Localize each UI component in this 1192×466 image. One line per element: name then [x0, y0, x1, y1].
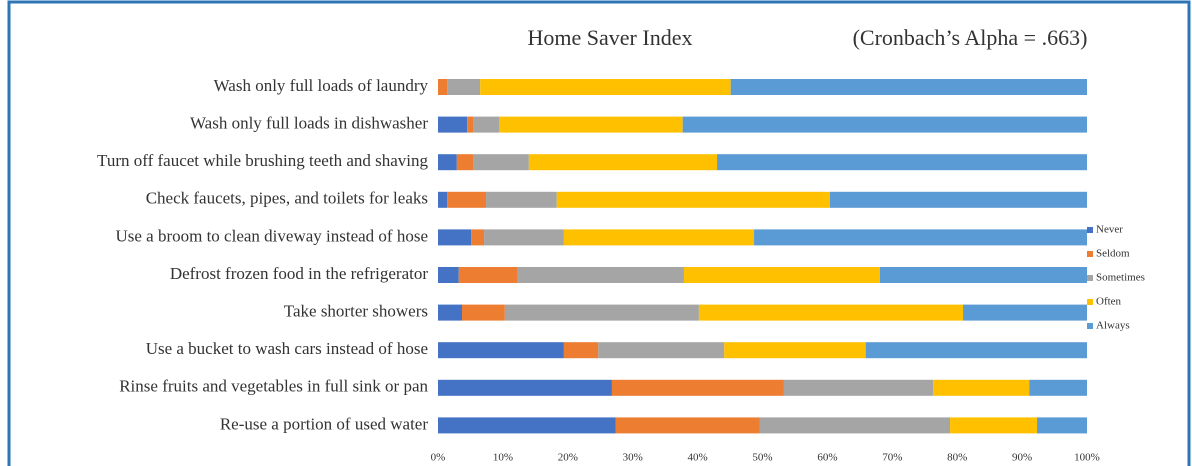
y-tick-label: Take shorter showers	[284, 302, 428, 321]
x-tick-label: 50%	[752, 452, 772, 464]
x-tick-label: 10%	[493, 452, 513, 464]
x-tick-label: 20%	[558, 452, 578, 464]
x-tick-label: 70%	[882, 452, 902, 464]
bar-segment	[438, 191, 448, 208]
bar-segment	[473, 116, 500, 133]
bar-segment	[438, 267, 459, 283]
bar-segment	[467, 116, 474, 133]
bar-segment	[950, 417, 1038, 434]
x-tick-label: 80%	[947, 452, 967, 464]
bar-segment	[462, 304, 505, 321]
bar-segment	[759, 417, 951, 434]
bar-segment	[730, 79, 1087, 95]
bar-segment	[717, 154, 1087, 171]
y-tick-label: Re-use a portion of used water	[220, 414, 429, 433]
bar-segment	[438, 417, 616, 434]
bar-segment	[611, 379, 784, 396]
legend-swatch	[1087, 323, 1093, 329]
y-tick-label: Use a broom to clean diveway instead of …	[115, 226, 428, 245]
bar-segment	[865, 342, 1087, 359]
bar-segment	[438, 379, 612, 396]
legend-swatch	[1087, 299, 1093, 305]
y-tick-label: Turn off faucet while brushing teeth and…	[97, 151, 428, 170]
bar-segment	[933, 379, 1030, 396]
bar-segment	[517, 267, 684, 283]
y-tick-label: Check faucets, pipes, and toilets for le…	[146, 189, 428, 208]
frame	[7, 0, 1191, 466]
x-tick-label: 30%	[623, 452, 643, 464]
x-tick-label: 60%	[817, 452, 837, 464]
legend-label: Always	[1096, 320, 1130, 332]
bar-segment	[829, 191, 1087, 208]
legend-label: Often	[1096, 296, 1122, 308]
bar-segment	[615, 417, 760, 434]
bar-segment	[682, 116, 1087, 133]
y-tick-label: Wash only full loads in dishwasher	[190, 114, 428, 133]
bar-segment	[456, 154, 474, 171]
bar-segment	[438, 229, 472, 246]
bar-segment	[484, 229, 564, 246]
legend-swatch	[1087, 251, 1093, 257]
bar-segment	[528, 154, 718, 171]
y-tick-label: Rinse fruits and vegetables in full sink…	[119, 377, 428, 396]
bar-segment	[447, 191, 487, 208]
bar-segment	[754, 229, 1087, 246]
bar-segment	[963, 304, 1087, 321]
bar-segment	[471, 229, 485, 246]
bar-segment	[499, 116, 683, 133]
legend-label: Seldom	[1096, 248, 1130, 260]
bar-segment	[698, 304, 964, 321]
legend-swatch	[1087, 227, 1093, 233]
bar-segment	[724, 342, 866, 359]
bar-segment	[438, 116, 468, 133]
y-tick-label: Use a bucket to wash cars instead of hos…	[146, 339, 428, 358]
chart-subtitle: (Cronbach’s Alpha = .663)	[853, 25, 1088, 50]
bar-segment	[486, 191, 557, 208]
bar-segment	[438, 154, 457, 171]
bar-segment	[598, 342, 725, 359]
bar-segment	[879, 267, 1087, 283]
chart-title: Home Saver Index	[528, 25, 693, 50]
y-tick-label: Wash only full loads of laundry	[214, 76, 429, 95]
legend-label: Never	[1096, 224, 1123, 236]
bar-segment	[480, 79, 731, 95]
x-tick-label: 40%	[688, 452, 708, 464]
x-tick-label: 0%	[431, 452, 446, 464]
bar-segment	[447, 79, 481, 95]
x-tick-label: 100%	[1074, 452, 1100, 464]
bar-segment	[1037, 417, 1087, 434]
legend-label: Sometimes	[1096, 272, 1145, 284]
x-tick-label: 90%	[1012, 452, 1032, 464]
bar-segment	[504, 304, 699, 321]
bar-segment	[563, 342, 599, 359]
y-tick-label: Defrost frozen food in the refrigerator	[170, 264, 429, 283]
bar-segment	[438, 304, 463, 321]
bar-segment	[438, 342, 564, 359]
bar-segment	[1029, 379, 1087, 396]
bar-segment	[473, 154, 529, 171]
legend-swatch	[1087, 275, 1093, 281]
bar-segment	[556, 191, 830, 208]
bar-segment	[563, 229, 755, 246]
bar-segment	[458, 267, 518, 283]
bar-segment	[438, 79, 448, 95]
bar-segment	[783, 379, 934, 396]
bar-segment	[683, 267, 880, 283]
